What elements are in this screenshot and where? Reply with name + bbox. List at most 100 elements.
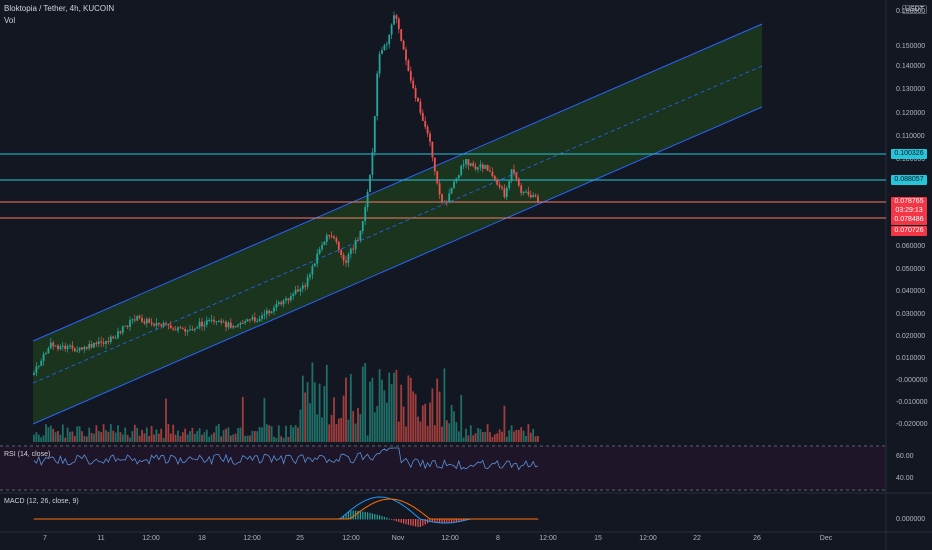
- candle-body: [316, 253, 319, 264]
- volume-bar: [277, 425, 280, 442]
- candle-body: [532, 195, 535, 198]
- candle-body: [321, 245, 323, 250]
- candle-body: [227, 322, 230, 328]
- channel-upper-line[interactable]: [32, 23, 763, 342]
- volume-legend[interactable]: Vol: [4, 16, 16, 25]
- macd-hist-bar: [460, 519, 462, 522]
- macd-hist-bar: [429, 519, 431, 522]
- macd-hist-bar: [403, 519, 405, 524]
- volume-bar: [429, 402, 431, 442]
- candle-body: [160, 324, 163, 326]
- price-tick: 0.020000: [896, 333, 926, 340]
- volume-bar: [52, 428, 55, 442]
- symbol-title[interactable]: Bloktopia / Tether, 4h, KUCOIN: [4, 4, 115, 13]
- candle-body: [155, 323, 158, 326]
- candle-body: [114, 337, 117, 339]
- macd-hist-bar: [419, 519, 421, 527]
- volume-bar: [49, 425, 52, 442]
- price-tick: 0.110000: [896, 133, 925, 140]
- price-tick: 0.100000: [896, 156, 926, 163]
- rsi-line: [33, 447, 539, 471]
- candle-body: [141, 317, 143, 322]
- candle-body: [376, 73, 379, 117]
- volume-bar: [201, 434, 203, 442]
- volume-bar: [37, 434, 40, 442]
- macd-hist-bar: [407, 519, 409, 525]
- candle-body: [145, 319, 148, 324]
- macd-hist-bar: [405, 519, 407, 525]
- candle-body: [112, 336, 115, 339]
- time-tick: 11: [97, 535, 105, 542]
- candle-body: [174, 329, 177, 331]
- macd-hist-bar: [391, 519, 393, 520]
- candle-body: [162, 323, 165, 326]
- candle-body: [37, 365, 40, 367]
- volume-bar: [109, 424, 112, 442]
- volume-bar: [42, 435, 45, 442]
- candle-body: [52, 342, 55, 347]
- candle-body: [186, 330, 189, 332]
- candle-body: [501, 186, 503, 189]
- candle-body: [35, 366, 38, 374]
- candle-body: [402, 40, 405, 50]
- volume-bar: [191, 427, 194, 442]
- volume-bar: [81, 431, 83, 442]
- volume-bar: [364, 362, 367, 442]
- candle-body: [270, 311, 273, 314]
- macd-legend[interactable]: MACD (12, 26, close, 9): [4, 498, 79, 505]
- volume-bar: [376, 405, 379, 442]
- candle-body: [191, 329, 194, 331]
- candle-body: [157, 323, 160, 325]
- candle-body: [124, 325, 127, 327]
- macd-hist-bar: [343, 515, 345, 520]
- candle-body: [244, 321, 247, 324]
- macd-hist-bar: [410, 519, 412, 526]
- volume-bar: [95, 425, 98, 442]
- macd-hist-bar: [359, 511, 361, 520]
- volume-bar: [316, 414, 319, 442]
- candle-body: [280, 302, 283, 305]
- candle-body: [525, 191, 527, 193]
- candle-body: [213, 319, 215, 322]
- rsi-legend[interactable]: RSI (14, close): [4, 451, 51, 458]
- candle-body: [330, 235, 333, 237]
- candle-body: [469, 163, 472, 166]
- macd-signal-line: [34, 498, 538, 520]
- volume-bar: [503, 405, 506, 442]
- volume-bar: [54, 432, 57, 442]
- volume-bar: [313, 382, 316, 442]
- candle-body: [169, 325, 172, 329]
- candle-body: [246, 319, 249, 322]
- volume-bar: [71, 431, 74, 442]
- volume-bar: [412, 391, 415, 442]
- candle-body: [263, 314, 266, 316]
- currency-label[interactable]: USDT: [902, 5, 928, 14]
- candle-body: [105, 340, 107, 344]
- time-tick: 26: [753, 535, 761, 542]
- volume-bar: [342, 395, 345, 442]
- volume-bar: [484, 431, 487, 442]
- time-tick: 12:00: [342, 535, 360, 542]
- macd-hist-bar: [388, 518, 390, 520]
- macd-hist-bar: [374, 513, 376, 520]
- candle-body: [496, 179, 499, 185]
- volume-bar: [400, 384, 403, 442]
- macd-hist-bar: [383, 516, 385, 520]
- volume-bar: [285, 425, 287, 442]
- volume-bar: [347, 419, 350, 442]
- candle-body: [517, 178, 520, 186]
- channel-lower-line[interactable]: [32, 106, 763, 425]
- volume-bar: [328, 424, 331, 442]
- volume-bar: [169, 433, 172, 442]
- candlestick-series: [33, 11, 539, 377]
- volume-bar: [85, 436, 88, 442]
- volume-bar: [381, 379, 383, 442]
- volume-bar: [354, 423, 357, 442]
- candle-body: [313, 263, 316, 267]
- candle-body: [57, 345, 59, 350]
- volume-bar: [333, 397, 335, 442]
- time-tick: 12:00: [441, 535, 459, 542]
- price-tag: 0.078486: [891, 215, 927, 225]
